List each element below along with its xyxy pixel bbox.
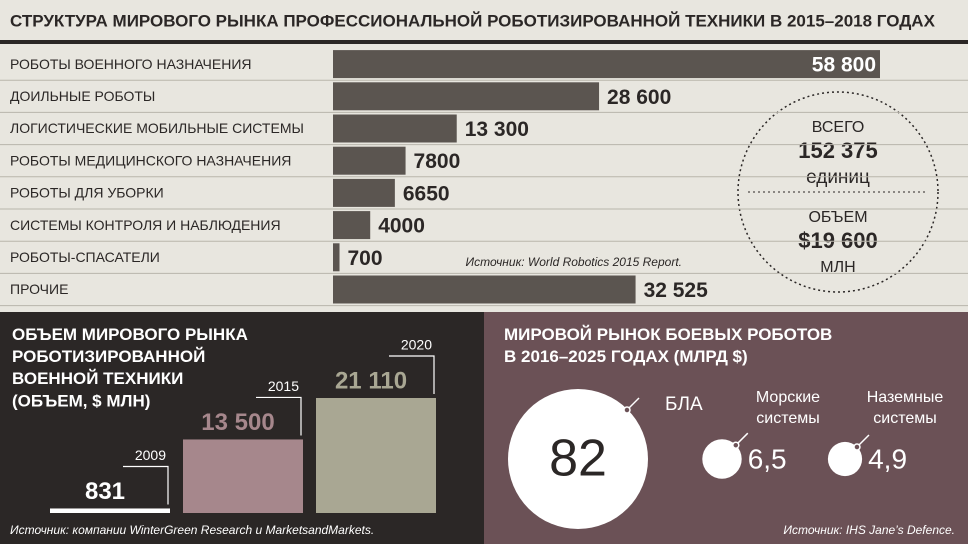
value-label: 13 300 — [465, 118, 529, 141]
category-label: ДОИЛЬНЫЕ РОБОТЫ — [10, 88, 155, 104]
bar — [333, 82, 600, 111]
value-label: 32 525 — [644, 279, 709, 302]
source: Источник: компании WinterGreen Research … — [10, 523, 374, 537]
bar — [316, 398, 436, 513]
value-label: 700 — [348, 247, 383, 270]
value-label: 4,9 — [868, 443, 907, 474]
bar — [333, 146, 406, 175]
chart-title: СТРУКТУРА МИРОВОГО РЫНКА ПРОФЕССИОНАЛЬНО… — [10, 11, 936, 30]
source: Источник: IHS Jane’s Defence. — [783, 523, 955, 537]
bar — [333, 114, 457, 143]
bar — [333, 211, 371, 240]
value-label: 58 800 — [812, 54, 876, 77]
value-label: 13 500 — [201, 409, 274, 436]
category-label: Морские системы — [756, 389, 820, 427]
category-label: РОБОТЫ ДЛЯ УБОРКИ — [10, 185, 164, 201]
category-label: СИСТЕМЫ КОНТРОЛЯ И НАБЛЮДЕНИЯ — [10, 217, 281, 233]
value-label: 21 110 — [335, 367, 407, 394]
bracket — [389, 355, 435, 394]
volume-unit: МЛН — [820, 259, 855, 276]
category-label: РОБОТЫ МЕДИЦИНСКОГО НАЗНАЧЕНИЯ — [10, 152, 291, 168]
value-label: 6650 — [403, 182, 450, 205]
category-label: БЛА — [665, 394, 703, 415]
bar — [183, 439, 303, 513]
total-label: ВСЕГО — [812, 119, 865, 136]
bar — [333, 178, 395, 207]
leader-dot — [853, 443, 861, 451]
value-label: 82 — [549, 430, 607, 488]
category-label: ПРОЧИЕ — [10, 281, 68, 297]
source: Источник: World Robotics 2015 Report. — [466, 255, 682, 269]
leader-dot — [732, 441, 740, 449]
value-label: 6,5 — [748, 443, 787, 474]
volume-label: ОБЪЕМ — [808, 209, 867, 226]
category-label: ЛОГИСТИЧЕСКИЕ МОБИЛЬНЫЕ СИСТЕМЫ — [10, 120, 304, 136]
value-label: 831 — [85, 478, 125, 505]
bar — [333, 50, 880, 79]
category-label: РОБОТЫ-СПАСАТЕЛИ — [10, 249, 160, 265]
bubble — [508, 389, 648, 529]
bubble — [702, 439, 742, 479]
category-label: РОБОТЫ ВОЕННОГО НАЗНАЧЕНИЯ — [10, 56, 252, 72]
volume: $19 600 — [798, 228, 878, 253]
bar — [333, 243, 340, 272]
bubble — [827, 441, 863, 477]
category-label: 2015 — [268, 378, 299, 394]
category-label: 2020 — [401, 337, 432, 353]
total-unit: единиц — [806, 167, 870, 188]
total: 152 375 — [798, 138, 878, 163]
category-label: Наземные системы — [867, 389, 944, 427]
title-rule — [0, 40, 968, 44]
chart-title: МИРОВОЙ РЫНОК БОЕВЫХ РОБОТОВ В 2016–2025 … — [504, 325, 832, 366]
bracket — [123, 465, 169, 505]
leader-dot — [623, 406, 631, 414]
summary-circle — [737, 91, 939, 293]
value-label: 28 600 — [607, 86, 671, 109]
bar — [333, 275, 636, 304]
value-label: 7800 — [414, 150, 461, 173]
bracket — [256, 396, 302, 436]
bar — [50, 508, 170, 513]
chart-title: ОБЪЕМ МИРОВОГО РЫНКА РОБОТИЗИРОВАННОЙ ВОЕН… — [12, 325, 248, 410]
value-label: 4000 — [378, 215, 425, 238]
category-label: 2009 — [135, 447, 166, 463]
